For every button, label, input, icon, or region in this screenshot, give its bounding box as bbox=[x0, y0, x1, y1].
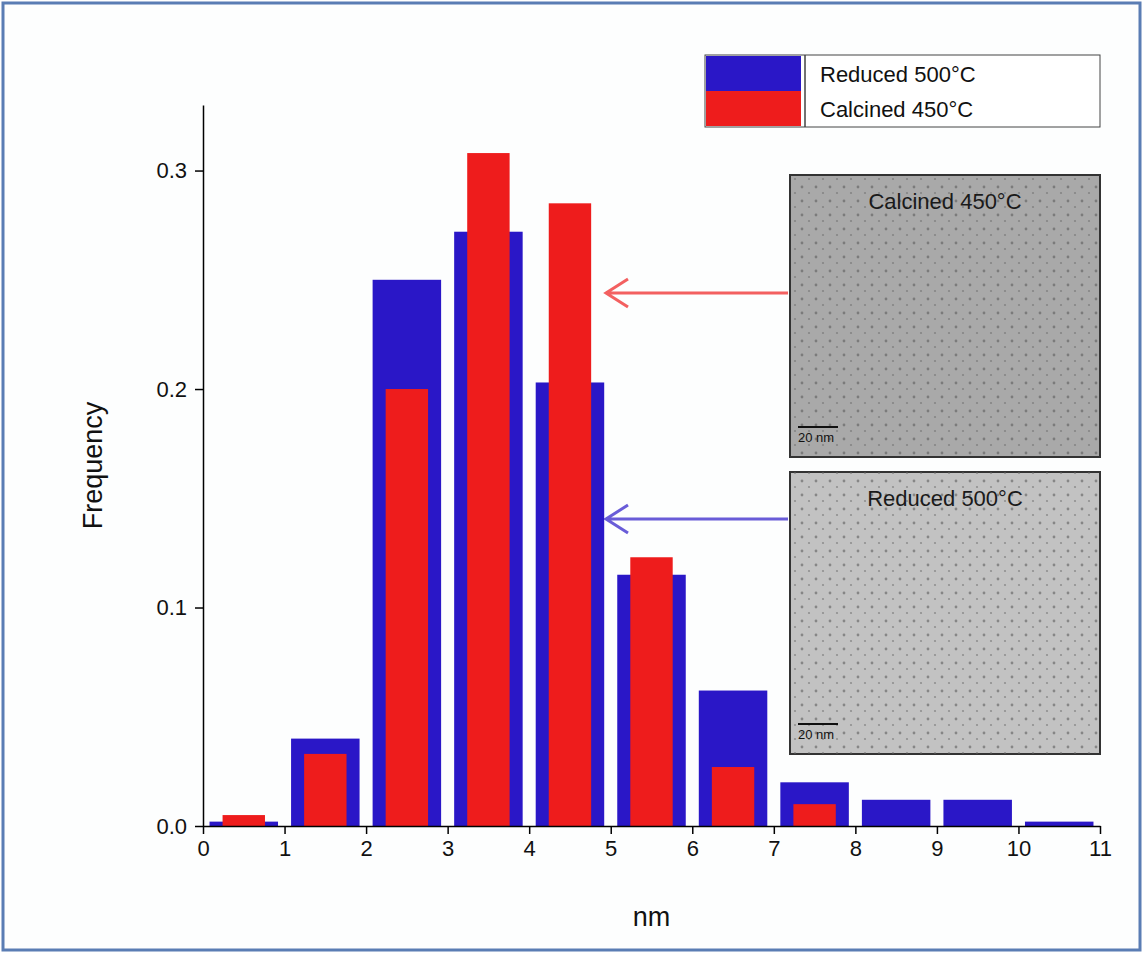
tick: 10 bbox=[1007, 826, 1031, 861]
bar bbox=[712, 767, 754, 826]
x-axis: 0 1 2 3 4 5 6 7 8 9 10 11 bbox=[197, 826, 1112, 861]
legend-divider bbox=[805, 55, 806, 127]
tick-label: 7 bbox=[768, 836, 780, 861]
inset-image bbox=[790, 175, 1100, 457]
tick-label: 3 bbox=[442, 836, 454, 861]
tick: 0.0 bbox=[156, 814, 203, 839]
bar bbox=[1025, 822, 1093, 826]
tick-label: 0.1 bbox=[156, 595, 187, 620]
tick-mark bbox=[610, 826, 612, 834]
tick-mark bbox=[195, 170, 203, 172]
scale-bar bbox=[798, 426, 838, 428]
tick-label: 1 bbox=[279, 836, 291, 861]
inset: Reduced 500°C 20 nm bbox=[790, 472, 1100, 754]
legend-swatch bbox=[706, 91, 801, 126]
bar bbox=[304, 754, 346, 826]
tick-mark bbox=[195, 607, 203, 609]
bar bbox=[780, 782, 848, 826]
legend-label: Reduced 500°C bbox=[820, 62, 976, 87]
legend-label: Calcined 450°C bbox=[820, 97, 973, 122]
tick-mark bbox=[774, 826, 776, 834]
tick-mark bbox=[366, 826, 368, 834]
bar bbox=[793, 804, 835, 826]
tick-label: 10 bbox=[1007, 836, 1031, 861]
legend-divider bbox=[805, 55, 806, 127]
bar bbox=[386, 389, 428, 826]
bar bbox=[943, 800, 1011, 826]
tick-mark bbox=[937, 826, 939, 834]
tick: 2 bbox=[360, 826, 372, 861]
tick-mark bbox=[195, 826, 203, 828]
tick-label: 5 bbox=[605, 836, 617, 861]
tick: 0 bbox=[197, 826, 209, 861]
y-axis: 0.0 0.1 0.2 0.3 bbox=[156, 106, 203, 839]
tick: 3 bbox=[442, 826, 454, 861]
bar bbox=[549, 203, 591, 826]
tick: 4 bbox=[524, 826, 536, 861]
inset-label: Reduced 500°C bbox=[867, 486, 1023, 511]
scale-bar-label: 20 nm bbox=[798, 727, 834, 742]
tick: 8 bbox=[850, 826, 862, 861]
tick-label: 4 bbox=[524, 836, 536, 861]
tick-label: 11 bbox=[1089, 836, 1112, 861]
scale-bar-label: 20 nm bbox=[798, 430, 834, 445]
tick-mark bbox=[195, 389, 203, 391]
tick: 0.1 bbox=[156, 595, 203, 620]
y-axis-title: Frequency bbox=[78, 401, 108, 529]
bar bbox=[467, 153, 509, 826]
tick: 6 bbox=[687, 826, 699, 861]
tick-label: 9 bbox=[931, 836, 943, 861]
tick-label: 8 bbox=[850, 836, 862, 861]
inset-image bbox=[790, 472, 1100, 754]
series-bars bbox=[223, 153, 836, 826]
bar bbox=[373, 280, 441, 826]
tick-mark bbox=[203, 826, 205, 834]
legend-swatch bbox=[706, 56, 801, 91]
bar bbox=[291, 739, 359, 826]
tick-label: 2 bbox=[360, 836, 372, 861]
tick-mark bbox=[1100, 826, 1102, 834]
legend: Reduced 500°C Calcined 450°C bbox=[705, 55, 1100, 127]
tick-mark bbox=[692, 826, 694, 834]
inset-texture bbox=[790, 472, 1100, 754]
tick: 5 bbox=[605, 826, 617, 861]
scale-bar bbox=[798, 723, 838, 725]
tick-mark bbox=[284, 826, 286, 834]
inset-label: Calcined 450°C bbox=[868, 189, 1021, 214]
frame bbox=[3, 3, 1140, 950]
tick: 0.2 bbox=[156, 377, 203, 402]
tick-label: 0.2 bbox=[156, 377, 187, 402]
inset-arrow bbox=[606, 505, 788, 533]
bar bbox=[699, 691, 767, 826]
x-axis-line bbox=[204, 826, 1101, 828]
y-axis-line bbox=[203, 106, 205, 827]
tick-mark bbox=[855, 826, 857, 834]
legend-box bbox=[705, 55, 1100, 127]
tick: 0.3 bbox=[156, 158, 203, 183]
x-axis-title: nm bbox=[633, 902, 671, 932]
tick-label: 6 bbox=[687, 836, 699, 861]
tick-label: 0 bbox=[197, 836, 209, 861]
inset-texture bbox=[790, 175, 1100, 457]
tick-mark bbox=[1018, 826, 1020, 834]
tick: 1 bbox=[279, 826, 291, 861]
bar bbox=[862, 800, 930, 826]
tick-mark bbox=[447, 826, 449, 834]
tick: 7 bbox=[768, 826, 780, 861]
inset-arrow bbox=[606, 279, 788, 307]
tick-label: 0.3 bbox=[156, 158, 187, 183]
tick-label: 0.0 bbox=[156, 814, 187, 839]
bar bbox=[630, 557, 672, 826]
tick-mark bbox=[529, 826, 531, 834]
chart: 0.0 0.1 0.2 0.3 0 1 2 3 4 5 6 7 8 9 10 11 Frequency nm Red… bbox=[0, 0, 1143, 953]
tick: 11 bbox=[1089, 826, 1112, 861]
tick: 9 bbox=[931, 826, 943, 861]
bar bbox=[223, 815, 265, 826]
inset: Calcined 450°C 20 nm bbox=[790, 175, 1100, 457]
